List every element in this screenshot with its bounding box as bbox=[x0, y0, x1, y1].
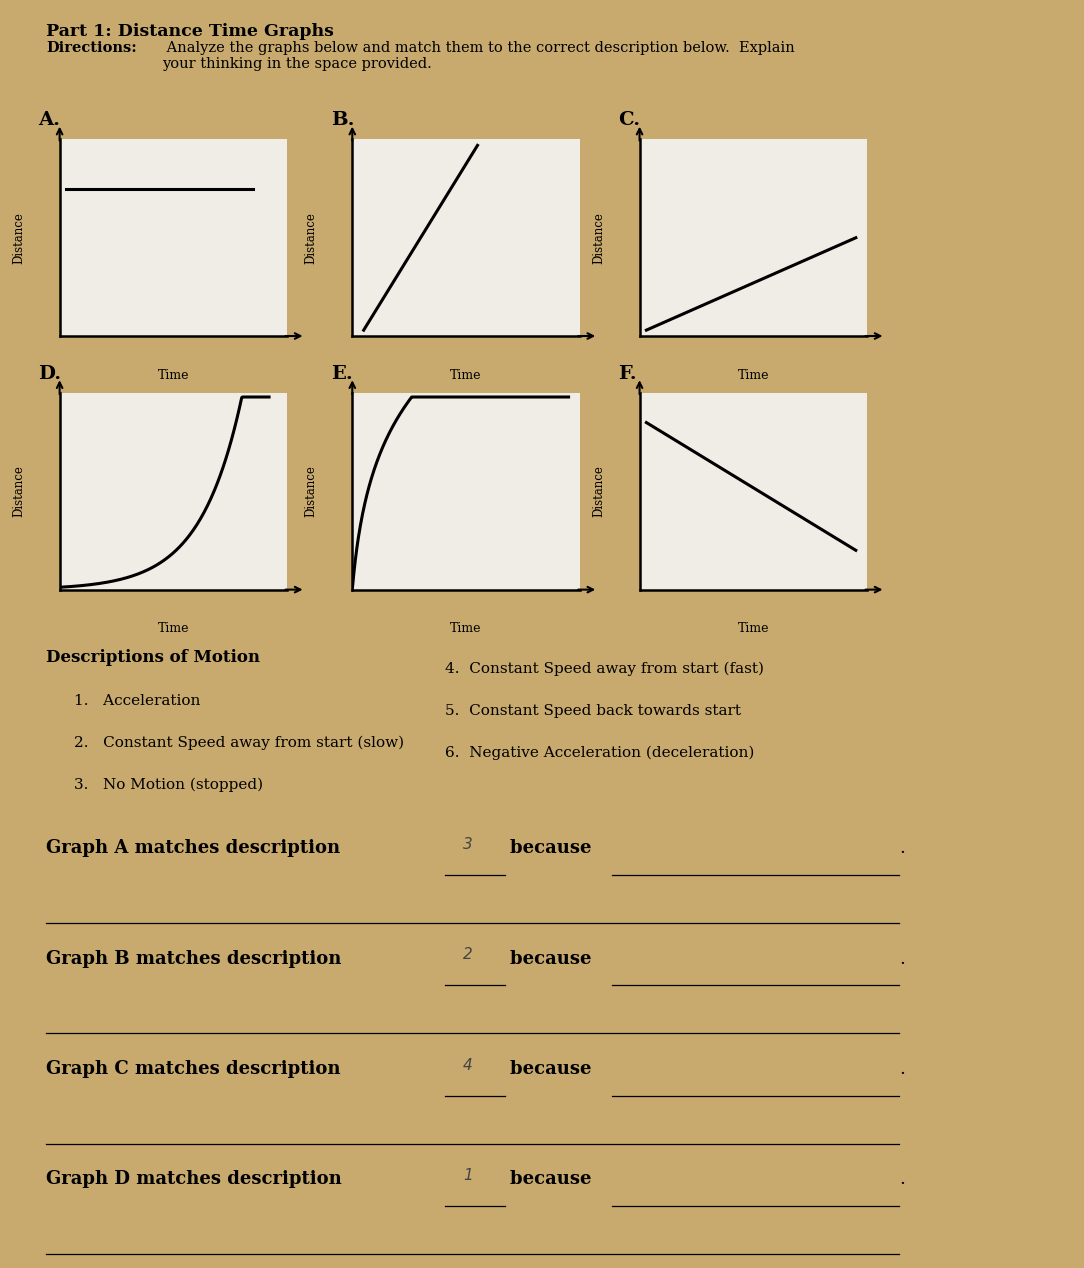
Text: .: . bbox=[899, 1170, 905, 1188]
Text: because: because bbox=[509, 1170, 597, 1188]
Text: 6.  Negative Acceleration (deceleration): 6. Negative Acceleration (deceleration) bbox=[444, 746, 754, 760]
Text: 3.   No Motion (stopped): 3. No Motion (stopped) bbox=[74, 777, 263, 791]
Text: .: . bbox=[899, 950, 905, 967]
Text: Time: Time bbox=[450, 369, 482, 382]
Text: 2.   Constant Speed away from start (slow): 2. Constant Speed away from start (slow) bbox=[74, 735, 404, 749]
Text: C.: C. bbox=[618, 112, 640, 129]
Text: Distance: Distance bbox=[592, 465, 605, 517]
Text: Time: Time bbox=[157, 369, 190, 382]
Text: .: . bbox=[899, 1060, 905, 1078]
Text: 4.  Constant Speed away from start (fast): 4. Constant Speed away from start (fast) bbox=[444, 662, 764, 676]
Text: F.: F. bbox=[618, 365, 636, 383]
Text: A.: A. bbox=[38, 112, 60, 129]
Text: E.: E. bbox=[331, 365, 352, 383]
Text: Distance: Distance bbox=[305, 212, 318, 264]
Text: Graph B matches description: Graph B matches description bbox=[47, 950, 348, 967]
Text: Graph C matches description: Graph C matches description bbox=[47, 1060, 347, 1078]
Text: Distance: Distance bbox=[12, 212, 25, 264]
Text: B.: B. bbox=[331, 112, 354, 129]
Text: Graph D matches description: Graph D matches description bbox=[47, 1170, 348, 1188]
Text: because: because bbox=[509, 950, 597, 967]
Text: 1.   Acceleration: 1. Acceleration bbox=[74, 694, 201, 708]
Text: D.: D. bbox=[38, 365, 61, 383]
Text: because: because bbox=[509, 839, 597, 857]
Text: 1: 1 bbox=[463, 1168, 473, 1183]
Text: Graph A matches description: Graph A matches description bbox=[47, 839, 347, 857]
Text: 4: 4 bbox=[463, 1058, 473, 1073]
Text: because: because bbox=[509, 1060, 597, 1078]
Text: Distance: Distance bbox=[12, 465, 25, 517]
Text: Time: Time bbox=[737, 623, 770, 635]
Text: Descriptions of Motion: Descriptions of Motion bbox=[47, 649, 260, 666]
Text: 5.  Constant Speed back towards start: 5. Constant Speed back towards start bbox=[444, 704, 740, 718]
Text: Directions:: Directions: bbox=[47, 41, 137, 55]
Text: Time: Time bbox=[157, 623, 190, 635]
Text: Time: Time bbox=[737, 369, 770, 382]
Text: Analyze the graphs below and match them to the correct description below.  Expla: Analyze the graphs below and match them … bbox=[163, 41, 795, 71]
Text: Part 1: Distance Time Graphs: Part 1: Distance Time Graphs bbox=[47, 23, 334, 39]
Text: Distance: Distance bbox=[592, 212, 605, 264]
Text: 3: 3 bbox=[463, 837, 473, 852]
Text: Time: Time bbox=[450, 623, 482, 635]
Text: Distance: Distance bbox=[305, 465, 318, 517]
Text: .: . bbox=[899, 839, 905, 857]
Text: 2: 2 bbox=[463, 947, 473, 962]
